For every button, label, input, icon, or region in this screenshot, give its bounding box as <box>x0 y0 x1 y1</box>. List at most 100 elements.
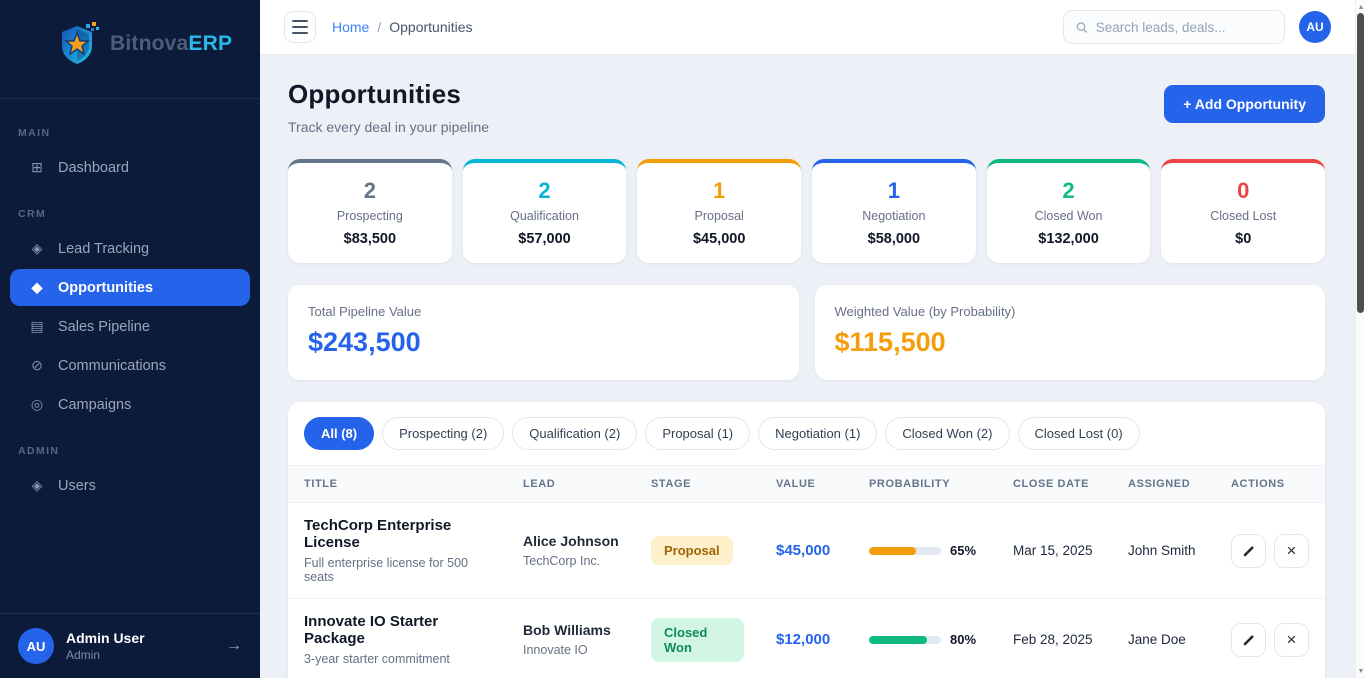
sidebar-nav: MAIN ⊞ Dashboard CRM ◈ Lead Tracking ◆ O… <box>0 99 260 613</box>
column-header-actions: Actions <box>1215 465 1325 503</box>
stage-count: 0 <box>1237 178 1250 203</box>
lead-name: Bob Williams <box>523 622 611 638</box>
topbar: Home / Opportunities AU <box>260 0 1355 55</box>
stage-card-proposal: 1 Proposal $45,000 <box>637 159 802 263</box>
filter-negotiation[interactable]: Negotiation (1) <box>758 417 878 450</box>
probability-fill <box>869 635 927 644</box>
filter-closed-lost[interactable]: Closed Lost (0) <box>1017 417 1140 450</box>
sidebar-item-label: Sales Pipeline <box>58 318 150 335</box>
breadcrumb-separator: / <box>377 19 382 35</box>
summary-label: Weighted Value (by Probability) <box>834 304 1016 319</box>
close-date: Feb 28, 2025 <box>1013 631 1093 647</box>
page-header-text: Opportunities Track every deal in your p… <box>288 79 489 135</box>
filter-proposal[interactable]: Proposal (1) <box>645 417 751 450</box>
opportunity-title: TechCorp Enterprise License <box>304 517 452 551</box>
breadcrumb-home-link[interactable]: Home <box>332 19 370 35</box>
scrollbar-thumb[interactable] <box>1357 13 1364 313</box>
stage-value: $57,000 <box>518 231 571 247</box>
brand-suffix: ERP <box>188 32 233 55</box>
sidebar-user-info: Admin User Admin <box>66 630 145 662</box>
search-box[interactable] <box>1063 10 1285 44</box>
hamburger-menu-button[interactable] <box>284 11 316 43</box>
stage-value: $83,500 <box>343 231 397 247</box>
stage-count: 2 <box>1062 178 1075 203</box>
stage-badge: Proposal <box>651 536 733 565</box>
brand: BitnovaERP <box>0 0 260 86</box>
brand-wordmark: BitnovaERP <box>110 32 232 56</box>
search-input[interactable] <box>1095 19 1272 35</box>
row-actions: × <box>1231 622 1309 657</box>
stage-card-prospecting: 2 Prospecting $83,500 <box>288 159 452 263</box>
target-icon: ◎ <box>30 396 44 412</box>
stage-value: $58,000 <box>867 231 921 247</box>
diamond-outline-icon: ◈ <box>31 477 43 493</box>
filter-prospecting[interactable]: Prospecting (2) <box>382 417 505 450</box>
table-header: Title Lead Stage Value Probability Close… <box>288 465 1325 503</box>
filter-all[interactable]: All (8) <box>304 417 375 450</box>
diamond-filled-icon: ◆ <box>31 279 43 295</box>
sidebar-item-sales-pipeline[interactable]: ▤ Sales Pipeline <box>10 308 250 345</box>
weighted-value-card: Weighted Value (by Probability) $115,500 <box>814 285 1325 380</box>
column-header-stage: Stage <box>635 465 760 503</box>
summary-value: $115,500 <box>834 327 946 357</box>
probability-cell: 80% <box>869 632 981 647</box>
opportunity-description: 3-year starter commitment <box>304 652 450 666</box>
sidebar-item-users[interactable]: ◈ Users <box>10 467 250 504</box>
stage-label: Qualification <box>510 209 579 223</box>
filter-closed-won[interactable]: Closed Won (2) <box>885 417 1010 450</box>
scroll-up-icon[interactable]: ▲ <box>1357 3 1365 11</box>
stage-value: $45,000 <box>692 231 746 247</box>
page-title: Opportunities <box>288 79 462 109</box>
summary-cards-row: Total Pipeline Value $243,500 Weighted V… <box>288 285 1325 380</box>
sidebar-user-card[interactable]: AU Admin User Admin → <box>0 613 260 678</box>
deal-value: $12,000 <box>776 630 831 648</box>
stage-value: $132,000 <box>1038 231 1099 247</box>
pencil-icon <box>1243 545 1253 556</box>
main-area: Home / Opportunities AU Opportunities <box>260 0 1355 678</box>
sidebar-item-dashboard[interactable]: ⊞ Dashboard <box>10 149 250 186</box>
sidebar-item-opportunities[interactable]: ◆ Opportunities <box>10 269 250 306</box>
opportunities-table-card: All (8) Prospecting (2) Qualification (2… <box>288 402 1325 678</box>
stage-count: 1 <box>887 178 900 203</box>
list-icon: ▤ <box>30 318 44 334</box>
stage-count: 2 <box>363 178 376 203</box>
avatar[interactable]: AU <box>1299 11 1331 43</box>
close-icon: × <box>1286 541 1297 560</box>
dashboard-grid-icon: ⊞ <box>31 159 43 175</box>
scroll-down-icon[interactable]: ▼ <box>1357 667 1365 675</box>
filter-qualification[interactable]: Qualification (2) <box>512 417 638 450</box>
delete-button[interactable]: × <box>1274 622 1309 657</box>
breadcrumb-current: Opportunities <box>389 19 473 35</box>
sidebar-item-communications[interactable]: ⊘ Communications <box>10 347 250 384</box>
lead-company: TechCorp Inc. <box>523 554 601 568</box>
probability-bar <box>869 546 941 555</box>
lead-company: Innovate IO <box>523 643 588 657</box>
edit-button[interactable] <box>1231 622 1266 657</box>
hamburger-icon <box>292 20 308 22</box>
stage-value: $0 <box>1235 231 1252 247</box>
stage-count: 2 <box>538 178 551 203</box>
topbar-right: AU <box>1063 10 1331 44</box>
stage-filter-tabs: All (8) Prospecting (2) Qualification (2… <box>288 402 1325 465</box>
add-opportunity-button[interactable]: + Add Opportunity <box>1164 85 1325 123</box>
user-name: Admin User <box>66 630 145 646</box>
row-actions: × <box>1231 533 1309 568</box>
stage-card-qualification: 2 Qualification $57,000 <box>462 159 627 263</box>
column-header-value: Value <box>760 465 853 503</box>
breadcrumb: Home / Opportunities <box>332 19 473 35</box>
arrow-right-icon[interactable]: → <box>226 637 242 654</box>
stage-label: Negotiation <box>862 209 926 223</box>
vertical-scrollbar[interactable]: ▲ ▼ <box>1355 0 1365 678</box>
opportunity-title: Innovate IO Starter Package <box>304 613 439 647</box>
page-content: Opportunities Track every deal in your p… <box>260 55 1355 678</box>
stage-card-closed-lost: 0 Closed Lost $0 <box>1161 159 1326 263</box>
page-subtitle: Track every deal in your pipeline <box>288 119 490 135</box>
probability-cell: 65% <box>869 543 981 558</box>
edit-button[interactable] <box>1231 533 1266 568</box>
pencil-icon <box>1243 634 1253 645</box>
probability-percent: 80% <box>950 632 977 647</box>
avatar: AU <box>18 628 54 664</box>
sidebar-item-lead-tracking[interactable]: ◈ Lead Tracking <box>10 230 250 267</box>
delete-button[interactable]: × <box>1274 533 1309 568</box>
sidebar-item-campaigns[interactable]: ◎ Campaigns <box>10 386 250 423</box>
